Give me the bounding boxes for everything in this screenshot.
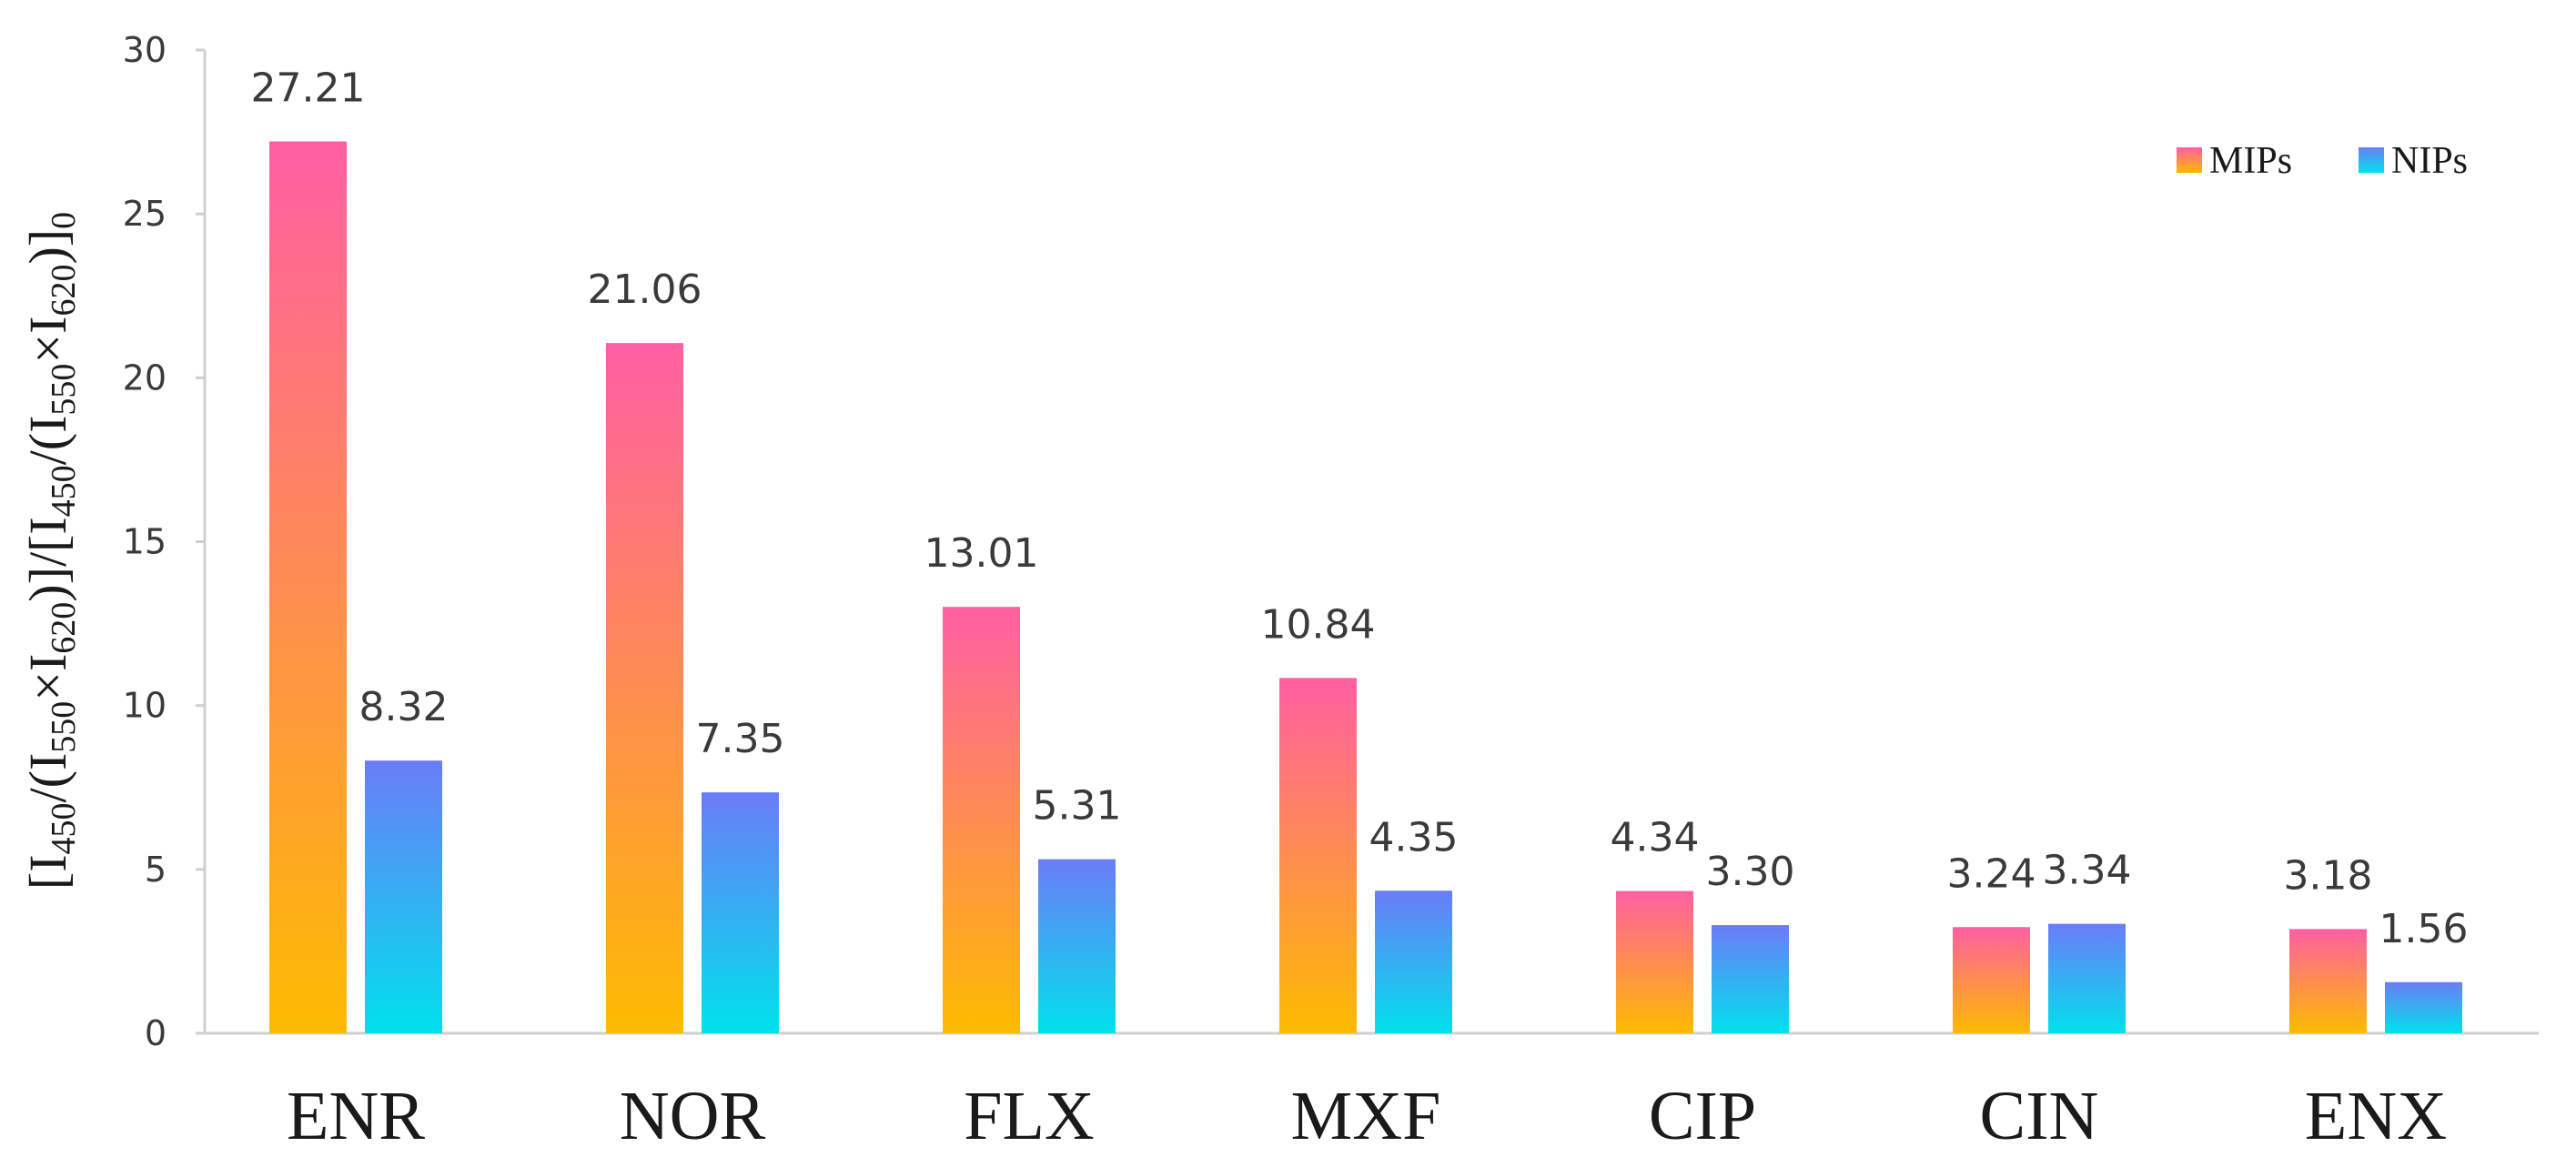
legend: MIPs NIPs bbox=[2177, 140, 2468, 182]
data-label-mips-enr: 27.21 bbox=[251, 65, 366, 112]
bar-nips-nor bbox=[702, 792, 779, 1033]
y-axis-title-subscript: 450 bbox=[45, 802, 83, 854]
data-label-mips-nor: 21.06 bbox=[588, 267, 702, 313]
x-category-label: ENX bbox=[2305, 1078, 2447, 1154]
bar-nips-cin bbox=[2048, 923, 2126, 1033]
x-category-label: NOR bbox=[620, 1078, 766, 1154]
y-axis-ticks: 0 5 10 15 20 25 30 bbox=[123, 30, 205, 1053]
category-labels: ENR NOR FLX MXF CIP CIN ENX bbox=[287, 1078, 2447, 1154]
y-axis-title-part: ×I bbox=[18, 317, 77, 364]
bar-nips-enr bbox=[365, 760, 442, 1033]
y-axis-title-subscript: 620 bbox=[45, 602, 83, 654]
y-tick-label: 5 bbox=[145, 850, 167, 890]
bar-mips-cin bbox=[1953, 927, 2030, 1033]
legend-label-nips: NIPs bbox=[2391, 140, 2468, 182]
y-axis-title-subscript: 550 bbox=[45, 364, 83, 416]
y-axis-title-subscript: 620 bbox=[45, 265, 83, 317]
data-labels: 27.21 8.32 21.06 7.35 13.01 5.31 10.84 4.35 4.34… bbox=[251, 65, 2469, 952]
y-tick-label: 30 bbox=[123, 30, 167, 70]
bar-nips-flx bbox=[1038, 859, 1116, 1033]
y-axis-title-part: )]/[I bbox=[18, 517, 77, 601]
bars bbox=[269, 141, 2462, 1033]
data-label-nips-nor: 7.35 bbox=[696, 716, 785, 762]
y-tick-label: 15 bbox=[123, 522, 167, 562]
bar-mips-enx bbox=[2289, 929, 2367, 1033]
data-label-nips-cip: 3.30 bbox=[1706, 849, 1795, 895]
bar-mips-enr bbox=[269, 141, 347, 1033]
bar-mips-nor bbox=[606, 343, 683, 1033]
data-label-nips-cin: 3.34 bbox=[2043, 848, 2132, 894]
y-axis-title: [I450/(I550×I620)]/[I450/(I550×I620)]0 bbox=[18, 212, 83, 890]
data-label-nips-mxf: 4.35 bbox=[1369, 814, 1459, 860]
y-tick-label: 10 bbox=[123, 686, 167, 726]
data-label-mips-mxf: 10.84 bbox=[1261, 601, 1376, 648]
legend-swatch-nips bbox=[2359, 147, 2384, 173]
bar-nips-cip bbox=[1712, 925, 1789, 1033]
y-tick-label: 20 bbox=[123, 357, 167, 397]
legend-swatch-mips bbox=[2177, 147, 2202, 173]
x-category-label: ENR bbox=[287, 1078, 425, 1154]
y-axis-title-part: /(I bbox=[18, 753, 77, 803]
x-category-label: CIN bbox=[1980, 1078, 2099, 1154]
y-axis-title-part: [I bbox=[18, 854, 77, 890]
legend-label-mips: MIPs bbox=[2209, 140, 2292, 182]
bar-mips-flx bbox=[943, 607, 1020, 1033]
bar-mips-mxf bbox=[1279, 678, 1357, 1033]
data-label-mips-flx: 13.01 bbox=[924, 530, 1039, 577]
y-axis-title-part: /(I bbox=[18, 416, 77, 466]
y-tick-label: 25 bbox=[123, 194, 167, 234]
bar-nips-enx bbox=[2385, 981, 2462, 1033]
y-axis-title-part: )] bbox=[18, 229, 77, 265]
data-label-nips-enr: 8.32 bbox=[359, 684, 449, 730]
y-axis-title-subscript: 450 bbox=[45, 465, 83, 517]
y-axis-label: [I450/(I550×I620)]/[I450/(I550×I620)]0 bbox=[18, 212, 83, 890]
data-label-mips-cin: 3.24 bbox=[1947, 850, 2036, 897]
data-label-mips-cip: 4.34 bbox=[1611, 815, 1700, 861]
x-category-label: CIP bbox=[1649, 1078, 1756, 1154]
bar-nips-mxf bbox=[1375, 890, 1452, 1033]
y-axis-title-part: ×I bbox=[18, 654, 77, 701]
y-axis-title-subscript: 550 bbox=[45, 701, 83, 753]
data-label-nips-enx: 1.56 bbox=[2379, 906, 2469, 952]
x-category-label: FLX bbox=[964, 1078, 1095, 1154]
x-category-label: MXF bbox=[1291, 1078, 1441, 1154]
bar-mips-cip bbox=[1616, 890, 1693, 1033]
data-label-mips-enx: 3.18 bbox=[2284, 852, 2373, 899]
y-axis-title-subscript: 0 bbox=[45, 212, 83, 229]
data-label-nips-flx: 5.31 bbox=[1033, 783, 1122, 830]
y-tick-label: 0 bbox=[145, 1013, 167, 1053]
